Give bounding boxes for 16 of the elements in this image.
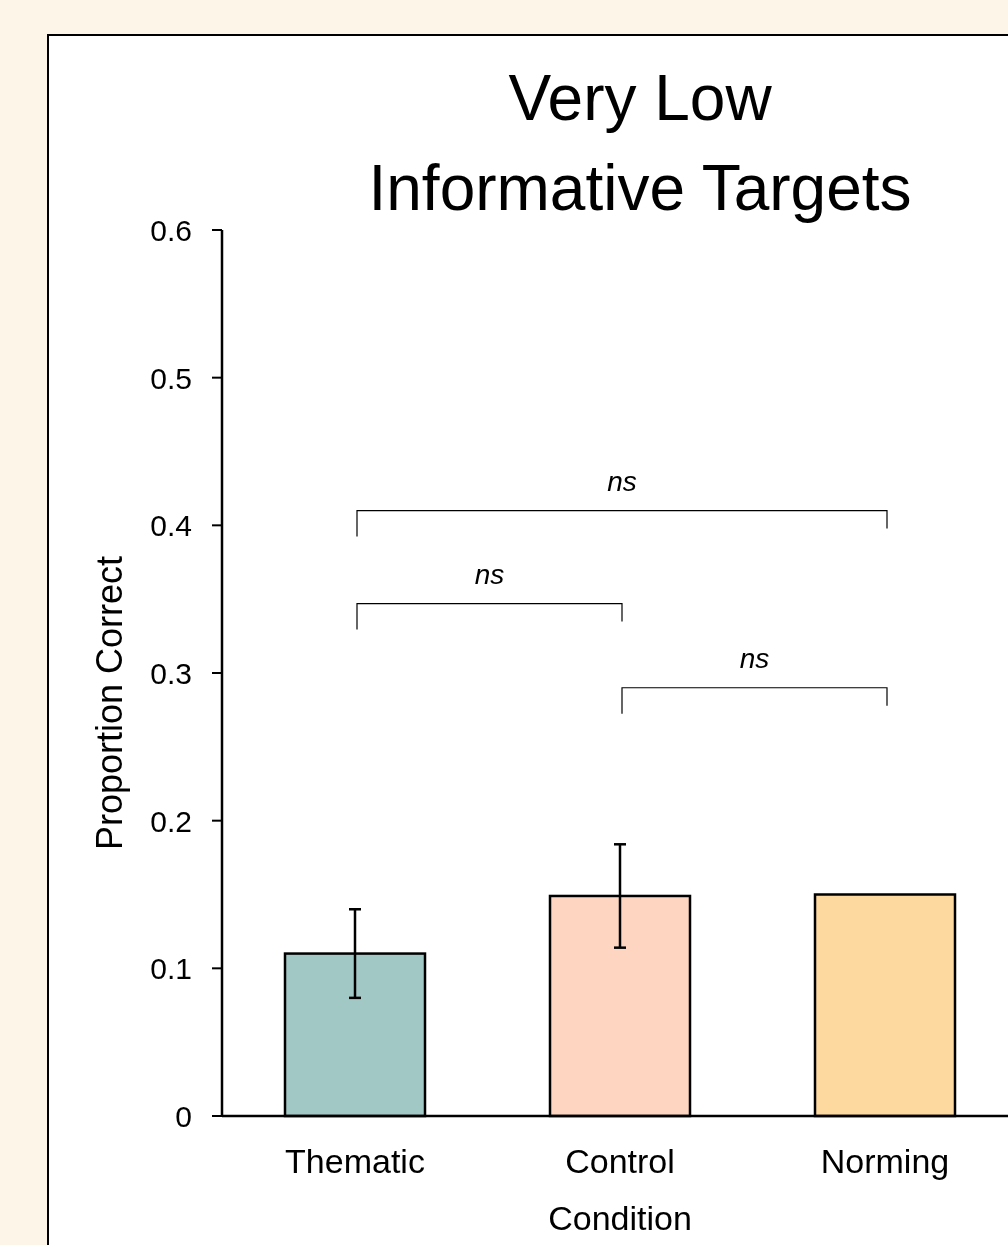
annotation: ns [474,558,505,590]
chart-title: Very Low Informative Targets [368,62,912,224]
y-tick-label: 0.6 [150,214,192,247]
x-tick-label: Norming [820,1142,950,1180]
x-tick-label: Thematic [285,1142,425,1180]
y-tick-label: 0.5 [150,361,192,395]
y-tick-label: 0.1 [150,952,192,986]
y-tick-label: 0 [175,1100,192,1133]
y-tick-label: 0.3 [150,657,192,690]
y-tick-label: 0.2 [150,804,192,838]
y-axis-title: Proportion Correct [89,555,130,851]
annotation: ns [739,642,770,674]
x-tick-label: Control [565,1142,675,1180]
x-axis-title: Condition [548,1199,692,1237]
y-tick-label: 0.4 [150,509,192,543]
annotation: ns [607,465,637,497]
